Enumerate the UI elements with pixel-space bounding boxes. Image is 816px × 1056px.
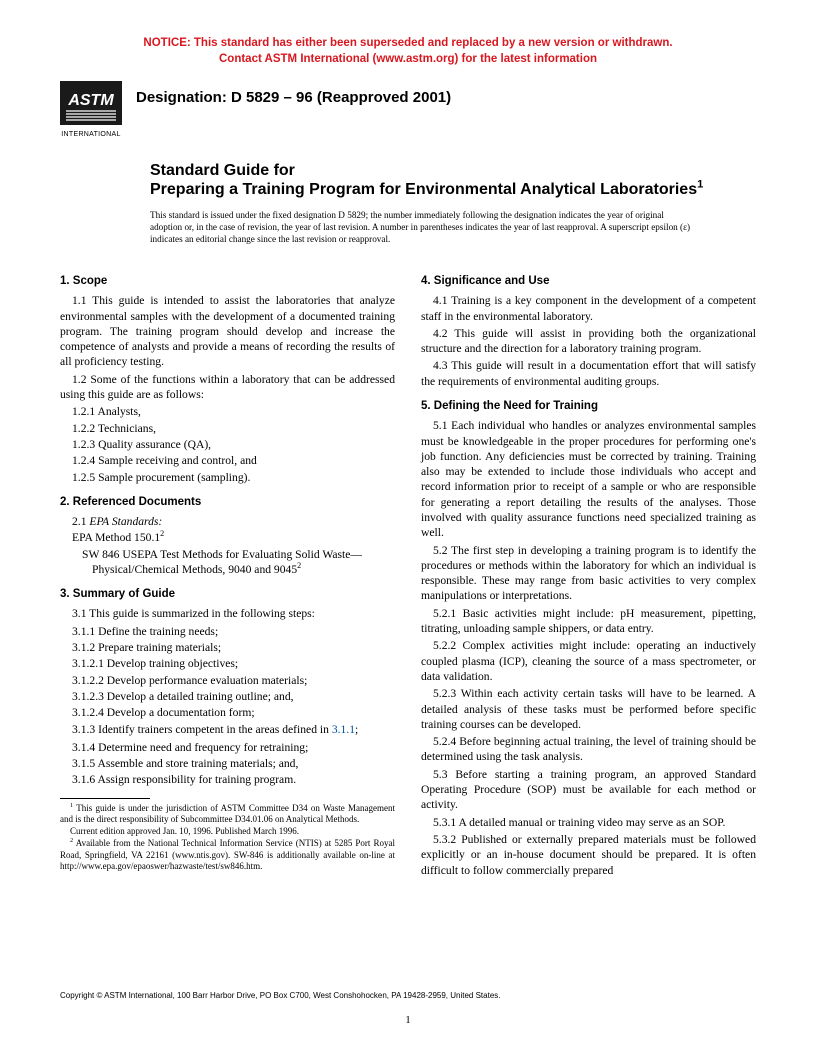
section-head-2: 2. Referenced Documents — [60, 495, 395, 510]
title-lead: Standard Guide for — [150, 161, 716, 180]
item-1-2-1: 1.2.1 Analysts, — [72, 404, 395, 419]
logo-bottom-text: INTERNATIONAL — [61, 131, 120, 138]
para-1-2: 1.2 Some of the functions within a labor… — [60, 372, 395, 403]
para-2-1-num: 2.1 — [72, 515, 89, 528]
page-number: 1 — [0, 1014, 816, 1026]
notice-banner: NOTICE: This standard has either been su… — [60, 36, 756, 67]
right-column: 4. Significance and Use 4.1 Training is … — [421, 264, 756, 880]
columns: 1. Scope 1.1 This guide is intended to a… — [60, 264, 756, 880]
footnote-rule — [60, 798, 150, 799]
para-2-1: 2.1 EPA Standards: — [72, 514, 395, 529]
para-5-2-4: 5.2.4 Before beginning actual training, … — [421, 734, 756, 765]
notice-line2: Contact ASTM International (www.astm.org… — [60, 52, 756, 68]
footnote-2: 2 Available from the National Technical … — [60, 838, 395, 872]
item-3-1-2-4: 3.1.2.4 Develop a documentation form; — [72, 705, 395, 720]
left-column: 1. Scope 1.1 This guide is intended to a… — [60, 264, 395, 880]
copyright-line: Copyright © ASTM International, 100 Barr… — [60, 991, 501, 1000]
item-3-1-3: 3.1.3 Identify trainers competent in the… — [60, 722, 395, 737]
title-sup: 1 — [697, 179, 703, 191]
item-1-2-3: 1.2.3 Quality assurance (QA), — [72, 437, 395, 452]
ref-sw846-text: SW 846 USEPA Test Methods for Evaluating… — [82, 548, 362, 576]
footnote-1-text: This guide is under the jurisdiction of … — [60, 803, 395, 824]
item-3-1-1: 3.1.1 Define the training needs; — [72, 624, 395, 639]
title-block: Standard Guide for Preparing a Training … — [150, 161, 716, 200]
title-main-text: Preparing a Training Program for Environ… — [150, 181, 697, 198]
notice-line1: NOTICE: This standard has either been su… — [60, 36, 756, 52]
item-3-1-3-a: 3.1.3 Identify trainers competent in the… — [72, 723, 332, 736]
designation: Designation: D 5829 – 96 (Reapproved 200… — [136, 81, 451, 106]
footnote-1b: Current edition approved Jan. 10, 1996. … — [60, 826, 395, 837]
item-1-2-5: 1.2.5 Sample procurement (sampling). — [72, 470, 395, 485]
item-1-2-4: 1.2.4 Sample receiving and control, and — [72, 453, 395, 468]
para-1-1: 1.1 This guide is intended to assist the… — [60, 293, 395, 369]
ref-epa-text: EPA Method 150.1 — [72, 531, 160, 544]
item-3-1-2: 3.1.2 Prepare training materials; — [72, 640, 395, 655]
para-5-3-2: 5.3.2 Published or externally prepared m… — [421, 832, 756, 878]
issuance-note: This standard is issued under the fixed … — [150, 210, 696, 246]
section-head-5: 5. Defining the Need for Training — [421, 399, 756, 414]
section-head-1: 1. Scope — [60, 274, 395, 289]
astm-logo: ASTM INTERNATIONAL — [60, 81, 122, 143]
item-3-1-2-2: 3.1.2.2 Develop performance evaluation m… — [72, 673, 395, 688]
para-5-2-3: 5.2.3 Within each activity certain tasks… — [421, 686, 756, 732]
para-5-2: 5.2 The first step in developing a train… — [421, 543, 756, 604]
para-5-1: 5.1 Each individual who handles or analy… — [421, 418, 756, 540]
para-5-2-2: 5.2.2 Complex activities might include: … — [421, 638, 756, 684]
page: NOTICE: This standard has either been su… — [0, 0, 816, 1056]
item-3-1-5: 3.1.5 Assemble and store training materi… — [72, 756, 395, 771]
item-3-1-2-1: 3.1.2.1 Develop training objectives; — [72, 656, 395, 671]
para-5-2-1: 5.2.1 Basic activities might include: pH… — [421, 606, 756, 637]
footnote-2-text: Available from the National Technical In… — [60, 838, 395, 871]
para-3-1: 3.1 This guide is summarized in the foll… — [60, 606, 395, 621]
item-3-1-2-3: 3.1.2.3 Develop a detailed training outl… — [72, 689, 395, 704]
xref-3-1-1[interactable]: 3.1.1 — [332, 723, 355, 736]
para-2-1-title: EPA Standards: — [89, 515, 162, 528]
section-head-4: 4. Significance and Use — [421, 274, 756, 289]
item-1-2-2: 1.2.2 Technicians, — [72, 421, 395, 436]
logo-top-text: ASTM — [67, 92, 114, 109]
ref-epa: EPA Method 150.12 — [72, 530, 395, 545]
item-3-1-6: 3.1.6 Assign responsibility for training… — [72, 772, 395, 787]
footnotes: 1 This guide is under the jurisdiction o… — [60, 803, 395, 873]
para-5-3-1: 5.3.1 A detailed manual or training vide… — [421, 815, 756, 830]
para-4-3: 4.3 This guide will result in a document… — [421, 358, 756, 389]
para-5-3: 5.3 Before starting a training program, … — [421, 767, 756, 813]
item-3-1-4: 3.1.4 Determine need and frequency for r… — [72, 740, 395, 755]
header-row: ASTM INTERNATIONAL Designation: D 5829 –… — [60, 81, 756, 143]
title-main: Preparing a Training Program for Environ… — [150, 180, 716, 200]
item-3-1-3-c: ; — [355, 723, 358, 736]
footnote-1: 1 This guide is under the jurisdiction o… — [60, 803, 395, 826]
para-4-2: 4.2 This guide will assist in providing … — [421, 326, 756, 357]
section-head-3: 3. Summary of Guide — [60, 587, 395, 602]
ref-epa-sup: 2 — [160, 529, 164, 538]
ref-sw846-sup: 2 — [297, 561, 301, 570]
ref-sw846: SW 846 USEPA Test Methods for Evaluating… — [82, 547, 395, 578]
para-4-1: 4.1 Training is a key component in the d… — [421, 293, 756, 324]
